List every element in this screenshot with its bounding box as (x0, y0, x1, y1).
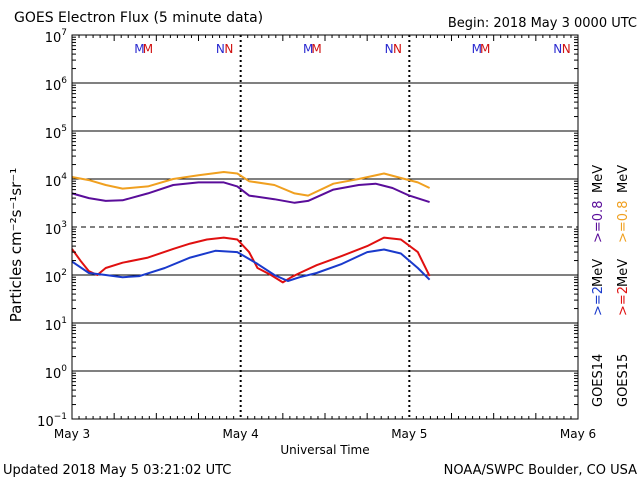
y-tick-label: 101 (45, 316, 67, 334)
y-tick-label: 105 (45, 124, 67, 142)
marker-label: N (553, 42, 562, 56)
legend-goes15-low-unit: MeV (616, 259, 631, 287)
marker-label: M (143, 42, 153, 56)
marker-label: M (472, 42, 482, 56)
y-tick-label: 104 (45, 172, 68, 190)
credit-text: NOAA/SWPC Boulder, CO USA (444, 463, 637, 478)
legend-goes14-high-label: >=0.8 (591, 201, 606, 243)
marker-label: N (562, 42, 571, 56)
marker-label: N (385, 42, 394, 56)
begin-date: Begin: 2018 May 3 0000 UTC (448, 16, 637, 31)
x-tick-label: May 3 (54, 427, 90, 441)
marker-label: N (224, 42, 233, 56)
series-line-goes15-low (71, 236, 431, 284)
legend: GOES14 GOES15 >=2 >=2 MeV MeV >=0.8 >=0.… (591, 165, 631, 407)
y-axis-label: Particles cm⁻²s⁻¹sr⁻¹ (7, 168, 25, 322)
marker-label: M (311, 42, 321, 56)
legend-goes14-low-unit: MeV (591, 259, 606, 287)
y-tick-label: 107 (45, 28, 67, 46)
legend-goes15-high-label: >=0.8 (616, 201, 631, 243)
legend-goes14-low-label: >=2 (591, 286, 606, 316)
marker-label: N (393, 42, 402, 56)
series-line-goes14-high (71, 181, 430, 204)
legend-goes15-high-unit: MeV (616, 165, 631, 193)
x-tick-label: May 5 (391, 427, 427, 441)
grid-layer (72, 35, 578, 419)
marker-label: M (303, 42, 313, 56)
y-tick-label: 103 (45, 220, 67, 238)
marker-label: N (216, 42, 225, 56)
x-tick-label: May 4 (223, 427, 259, 441)
chart-title: GOES Electron Flux (5 minute data) (14, 10, 263, 26)
marker-label: M (134, 42, 144, 56)
x-tick-label: May 6 (560, 427, 596, 441)
legend-goes14-high-unit: MeV (591, 165, 606, 193)
y-tick-label: 106 (45, 76, 68, 94)
series-line-goes15-high (71, 171, 431, 197)
marker-label: M (480, 42, 490, 56)
x-axis-label: Universal Time (280, 443, 369, 457)
updated-timestamp: Updated 2018 May 5 03:21:02 UTC (3, 463, 231, 478)
y-tick-label: 10−1 (37, 412, 67, 430)
series-layer (71, 171, 431, 284)
legend-goes14-label: GOES14 (591, 354, 606, 407)
plot-frame (71, 34, 579, 420)
marker-layer: MM N N MM N N MM N N (134, 42, 570, 56)
series-line-goes14-low (71, 248, 431, 282)
y-tick-label: 102 (45, 268, 67, 286)
y-tick-label: 100 (45, 364, 68, 382)
legend-goes15-label: GOES15 (616, 354, 631, 407)
legend-goes15-low-label: >=2 (616, 286, 631, 316)
